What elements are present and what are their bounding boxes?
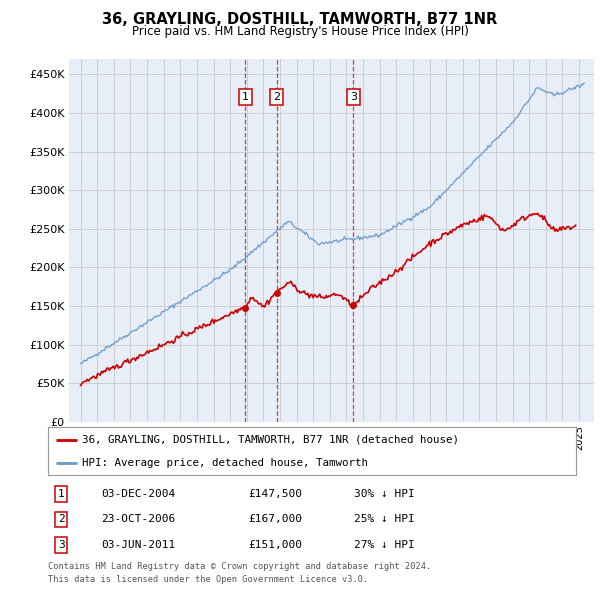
Text: 1: 1 — [242, 92, 249, 102]
Text: Price paid vs. HM Land Registry's House Price Index (HPI): Price paid vs. HM Land Registry's House … — [131, 25, 469, 38]
Text: 03-DEC-2004: 03-DEC-2004 — [101, 489, 175, 499]
Text: 36, GRAYLING, DOSTHILL, TAMWORTH, B77 1NR (detached house): 36, GRAYLING, DOSTHILL, TAMWORTH, B77 1N… — [82, 435, 460, 445]
Text: 23-OCT-2006: 23-OCT-2006 — [101, 514, 175, 525]
Text: 3: 3 — [58, 540, 65, 550]
Text: £147,500: £147,500 — [248, 489, 302, 499]
Text: 36, GRAYLING, DOSTHILL, TAMWORTH, B77 1NR: 36, GRAYLING, DOSTHILL, TAMWORTH, B77 1N… — [103, 12, 497, 27]
Point — [241, 303, 250, 313]
Point — [272, 288, 281, 297]
Text: £167,000: £167,000 — [248, 514, 302, 525]
Text: 3: 3 — [350, 92, 357, 102]
Text: 03-JUN-2011: 03-JUN-2011 — [101, 540, 175, 550]
Text: 30% ↓ HPI: 30% ↓ HPI — [354, 489, 415, 499]
Text: 2: 2 — [58, 514, 65, 525]
Text: £151,000: £151,000 — [248, 540, 302, 550]
Text: HPI: Average price, detached house, Tamworth: HPI: Average price, detached house, Tamw… — [82, 458, 368, 468]
Point — [349, 300, 358, 310]
Text: This data is licensed under the Open Government Licence v3.0.: This data is licensed under the Open Gov… — [48, 575, 368, 584]
Text: 27% ↓ HPI: 27% ↓ HPI — [354, 540, 415, 550]
Text: 1: 1 — [58, 489, 65, 499]
Text: 2: 2 — [273, 92, 280, 102]
Text: Contains HM Land Registry data © Crown copyright and database right 2024.: Contains HM Land Registry data © Crown c… — [48, 562, 431, 571]
Text: 25% ↓ HPI: 25% ↓ HPI — [354, 514, 415, 525]
